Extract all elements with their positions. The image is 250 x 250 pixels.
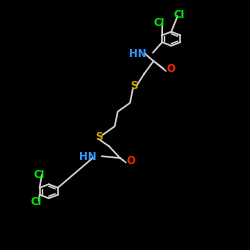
Text: S: S: [130, 81, 138, 91]
Text: Cl: Cl: [33, 170, 44, 180]
Text: Cl: Cl: [30, 197, 42, 207]
Text: Cl: Cl: [154, 18, 165, 28]
Text: HN: HN: [129, 49, 146, 59]
Text: O: O: [166, 64, 175, 74]
Text: S: S: [96, 132, 103, 142]
Text: HN: HN: [80, 152, 97, 162]
Text: Cl: Cl: [174, 10, 185, 20]
Text: O: O: [126, 156, 135, 166]
